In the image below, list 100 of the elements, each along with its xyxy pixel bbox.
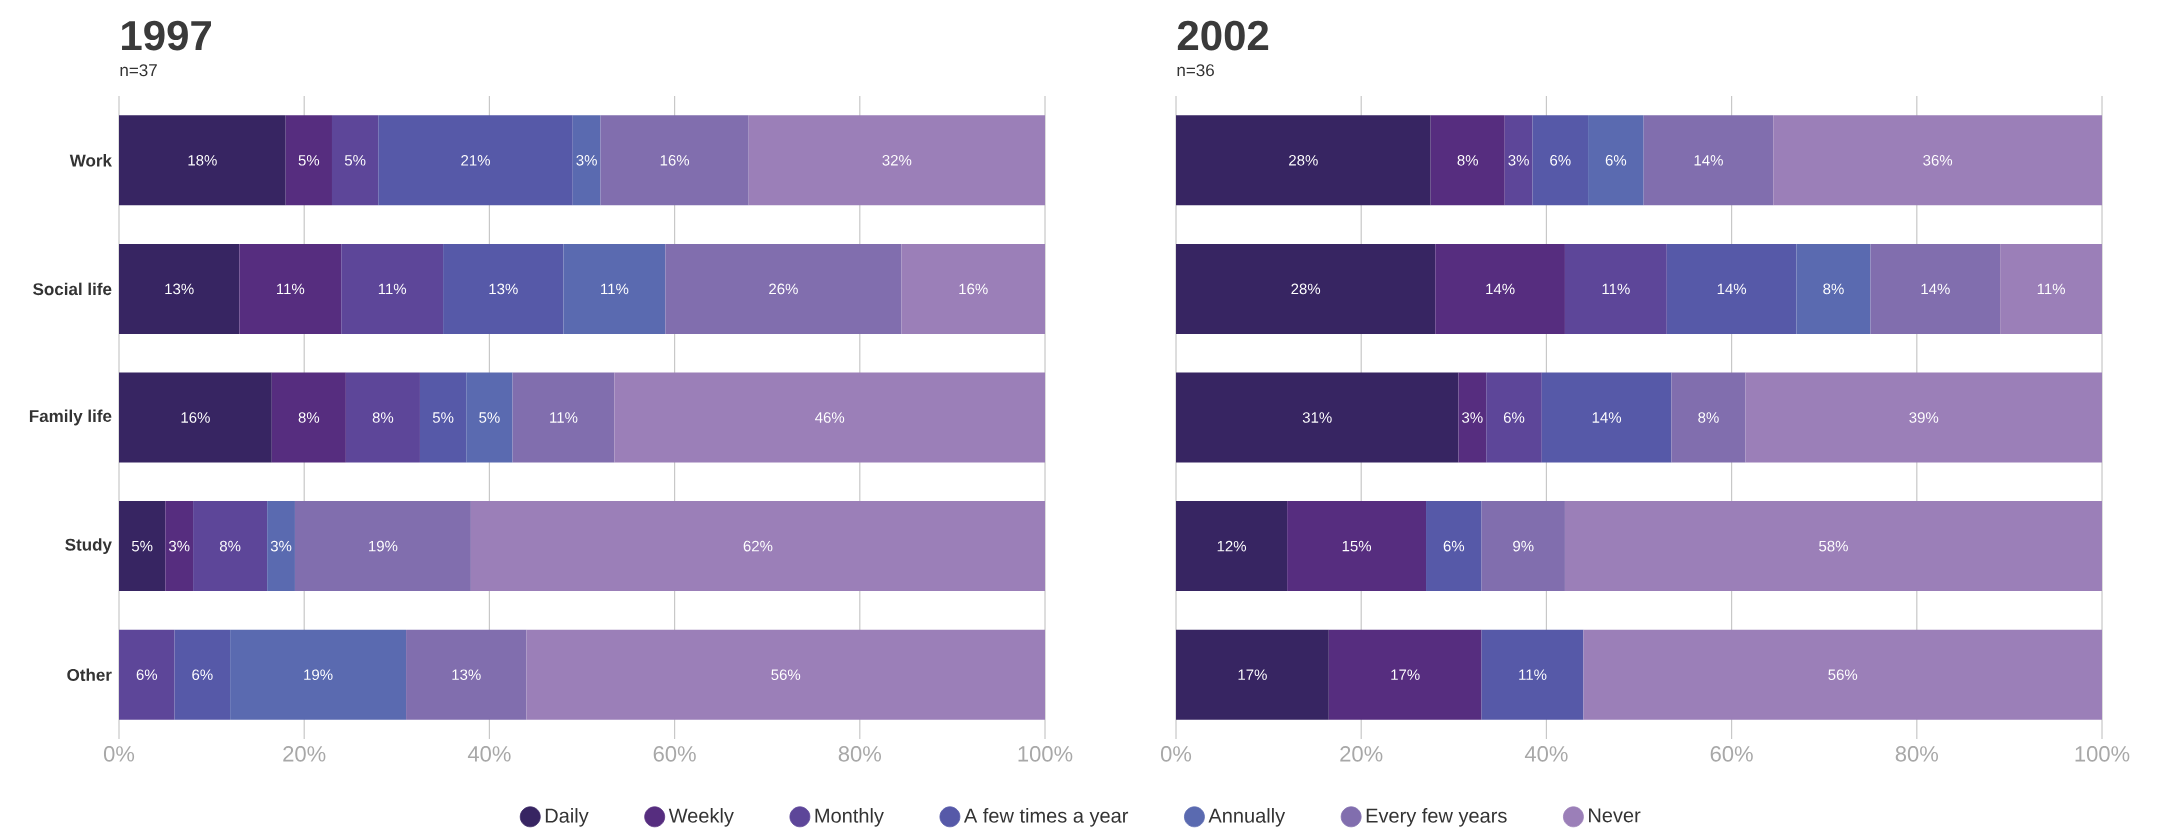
x-tick-label: 60% — [1710, 746, 1753, 762]
x-tick-label: 0% — [1160, 746, 1192, 762]
data-label: 28% — [1289, 155, 1318, 166]
x-tick-label: 80% — [1895, 746, 1939, 762]
bar — [1796, 243, 1871, 334]
bar — [174, 629, 231, 720]
y-tick-label: Family life — [29, 409, 112, 426]
bar — [600, 115, 749, 206]
data-label: 3% — [270, 540, 292, 552]
data-label: 3% — [168, 540, 190, 552]
bar — [193, 501, 268, 592]
bar — [1870, 243, 2001, 334]
data-label: 16% — [181, 412, 210, 423]
bar — [271, 372, 346, 463]
data-label: 11% — [601, 283, 629, 295]
bar — [1430, 115, 1505, 206]
data-label: 14% — [1717, 283, 1747, 295]
data-label: 13% — [489, 283, 518, 295]
legend-label: Daily — [545, 808, 589, 827]
data-label: 62% — [743, 540, 773, 552]
data-label: 16% — [959, 283, 988, 295]
data-label: 6% — [1550, 155, 1571, 166]
data-label: 56% — [1828, 669, 1858, 681]
bar — [1504, 115, 1533, 206]
data-label: 5% — [298, 155, 320, 166]
bar — [1564, 501, 2103, 592]
bar — [1588, 115, 1644, 206]
chart-title: 1997 — [122, 20, 211, 51]
bar — [1486, 372, 1542, 463]
data-label: 5% — [344, 155, 366, 166]
bar — [1564, 243, 1667, 334]
legend-label: Every few years — [1366, 808, 1507, 827]
bar — [1481, 629, 1584, 720]
data-label: 6% — [192, 669, 213, 681]
bar — [294, 501, 471, 592]
x-tick-label: 0% — [103, 746, 135, 762]
data-label: 19% — [304, 669, 333, 681]
data-label: 19% — [369, 540, 398, 552]
bar — [572, 115, 601, 206]
data-label: 11% — [550, 412, 578, 423]
bar — [1176, 372, 1459, 463]
bar — [239, 243, 342, 334]
data-label: 11% — [1602, 283, 1630, 295]
bar — [119, 243, 240, 334]
bar — [1176, 115, 1431, 206]
data-label: 14% — [1694, 155, 1723, 166]
bar — [267, 501, 295, 592]
bar — [1666, 243, 1797, 334]
data-label: 14% — [1921, 283, 1950, 295]
bar — [119, 115, 286, 206]
bar — [1745, 372, 2103, 463]
bar — [119, 501, 166, 592]
data-label: 58% — [1819, 540, 1848, 552]
bar — [1773, 115, 2103, 206]
data-label: 17% — [1238, 669, 1267, 680]
legend-label: Annually — [1208, 808, 1286, 827]
bar — [119, 629, 175, 720]
data-label: 13% — [452, 669, 481, 681]
bar — [563, 243, 666, 334]
data-label: 11% — [1519, 669, 1547, 680]
data-label: 26% — [769, 283, 798, 295]
bar — [512, 372, 615, 463]
y-tick-label: Study — [65, 538, 112, 555]
data-label: 8% — [219, 540, 241, 552]
data-label: 6% — [1443, 540, 1465, 552]
x-tick-label: 20% — [283, 746, 326, 762]
bar — [1426, 501, 1482, 592]
bar — [1176, 501, 1288, 592]
y-tick-label: Social life — [33, 282, 112, 296]
bar — [341, 243, 444, 334]
bar — [1176, 629, 1329, 720]
legend-label: Monthly — [815, 808, 884, 827]
data-label: 16% — [660, 155, 690, 166]
data-label: 5% — [432, 412, 454, 423]
data-label: 31% — [1302, 412, 1332, 423]
data-label: 11% — [378, 283, 407, 295]
data-label: 28% — [1291, 283, 1321, 295]
bar — [2000, 243, 2103, 334]
data-label: 6% — [1503, 412, 1525, 423]
bar — [285, 115, 332, 206]
data-label: 18% — [188, 155, 217, 166]
data-label: 12% — [1217, 540, 1247, 552]
bar — [1643, 115, 1774, 206]
data-label: 8% — [1823, 283, 1844, 295]
data-label: 5% — [131, 540, 153, 552]
bar — [1671, 372, 1746, 463]
data-label: 6% — [1605, 155, 1627, 166]
bar — [1328, 629, 1482, 720]
bar — [406, 629, 527, 720]
bar — [230, 629, 407, 720]
bar — [901, 243, 1046, 334]
data-label: 46% — [815, 412, 845, 423]
data-label: 8% — [1457, 155, 1478, 166]
x-tick-label: 80% — [838, 746, 882, 762]
data-label: 3% — [1462, 412, 1483, 423]
y-tick-label: Other — [67, 668, 112, 681]
bar — [419, 372, 467, 463]
data-label: 6% — [136, 669, 158, 681]
data-label: 5% — [479, 412, 500, 423]
bar — [470, 501, 1046, 592]
